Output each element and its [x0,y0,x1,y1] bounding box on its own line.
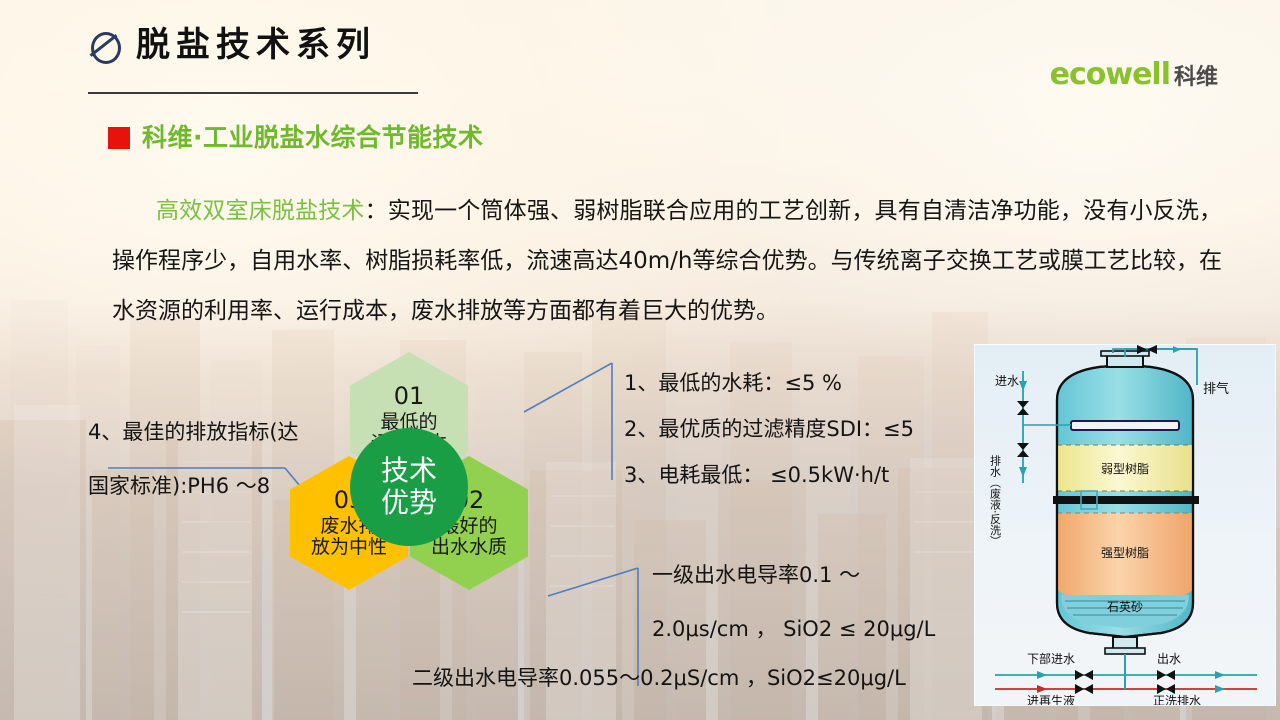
top-distributor [1070,420,1180,431]
strong-resin-layer [1057,513,1193,595]
bottom-valve-icons [1075,670,1175,694]
paragraph-rest: ：实现一个筒体强、弱树脂联合应用的工艺创新，具有自清洁净功能，没有小反洗，操作程… [112,198,1223,324]
weak-resin-layer [1057,445,1193,491]
paragraph-highlight: 高效双室床脱盐技术 [156,198,365,224]
vessel-schematic-svg: 进水 排水（废液·反洗） 排气 弱型树脂 强型树脂 石英砂 下部进水 出水 进再… [989,345,1257,705]
hexagon-advantage-diagram: 01 最低的 运行成本 02 最好的 出水水质 03 废水排 放为中性 技术 优… [288,352,528,652]
red-square-icon [108,126,130,149]
label-quartz-sand: 石英砂 [1107,600,1143,614]
hexagon-node-01-line1: 最低的 [380,411,438,434]
callout-water-quality-block: 一级出水电导率0.1 ～ 2.0μs/cm ， SiO2 ≤ 20μg/L [652,548,972,656]
callout-list-item: 2、最优质的过滤精度SDI：≤5 [624,417,915,441]
drain-valve-icon [1017,443,1029,457]
hexagon-node-02-line2: 出水水质 [430,536,507,559]
hexagon-node-03-line2: 放为中性 [310,536,387,559]
hexagon-node-01-number: 01 [393,382,425,411]
section-subheading: 科维·工业脱盐水综合节能技术 [108,125,484,150]
callout-secondary-quality-line: 二级出水电导率0.055～0.2μS/cm ，SiO2≤20μg/L [412,666,906,690]
page-title: 脱盐技术系列 [136,25,376,65]
equipment-schematic: 进水 排水（废液·反洗） 排气 弱型树脂 强型树脂 石英砂 下部进水 出水 进再… [974,344,1276,706]
label-vent: 排气 [1203,381,1229,397]
label-strong-resin: 强型树脂 [1101,545,1149,560]
logo-chinese-name: 科维 [1173,65,1218,90]
middle-distributor [1053,496,1199,504]
callout-left-line1: 4、最佳的排放指标(达 [88,420,299,444]
body-paragraph: 高效双室床脱盐技术：实现一个筒体强、弱树脂联合应用的工艺创新，具有自清洁净功能，… [112,186,1222,336]
inlet-valve-icon [1017,401,1029,415]
hexagon-center-line2: 优势 [380,486,437,519]
page-header: 脱盐技术系列 [88,25,376,65]
callout-right-list: 1、最低的水耗：≤5 % 2、最优质的过滤精度SDI：≤5 3、电耗最低： ≤0… [624,360,964,498]
label-weak-resin: 弱型树脂 [1101,461,1149,476]
vent-valve-icon [1137,345,1157,354]
subheading-label: 科维·工业脱盐水综合节能技术 [142,123,484,152]
brand-logo: ecowell 科维 [1050,60,1218,90]
hexagon-center-line1: 技术 [380,453,437,487]
label-forward-wash-drain: 正洗排水 [1153,694,1201,705]
callout-list-item: 3、电耗最低： ≤0.5kW·h/t [624,463,890,487]
quartz-sand-layer [1061,595,1189,628]
callout-left-block: 4、最佳的排放指标(达 国家标准):PH6 ～8 [88,405,353,513]
callout-quality-line2: 2.0μs/cm ， SiO2 ≤ 20μg/L [652,617,936,641]
hexagon-center-node: 技术 优势 [350,428,468,546]
label-bottom-inlet: 下部进水 [1027,651,1075,666]
label-outlet: 出水 [1157,652,1181,666]
callout-quality-line1: 一级出水电导率0.1 ～ [652,563,861,587]
title-underline-rule [88,92,418,94]
callout-left-line2: 国家标准):PH6 ～8 [88,474,271,498]
callout-list-item: 1、最低的水耗：≤5 % [624,371,842,395]
label-drain: 排水（废液·反洗） [989,454,1002,547]
slashed-circle-icon [88,30,121,64]
label-inlet: 进水 [995,374,1019,388]
label-regenerant: 进再生液 [1027,693,1075,705]
logo-wordmark: ecowell [1049,57,1171,92]
